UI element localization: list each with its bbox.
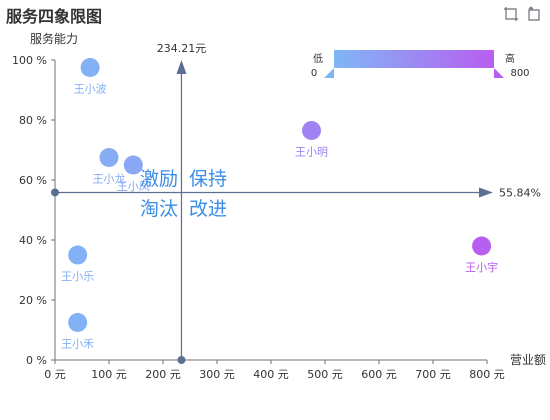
x-tick-label: 800 元	[469, 368, 505, 381]
point-marker[interactable]	[472, 236, 492, 256]
x-tick-label: 200 元	[145, 368, 181, 381]
point-label: 王小凤	[117, 180, 150, 193]
point-marker[interactable]	[68, 245, 88, 265]
x-tick-label: 400 元	[253, 368, 289, 381]
point-label: 王小波	[74, 83, 107, 96]
point-label: 王小禾	[61, 338, 94, 351]
point-label: 王小明	[295, 146, 328, 159]
y-tick-label: 100 %	[12, 54, 47, 67]
scatter-point[interactable]: 王小明	[295, 121, 328, 159]
x-tick-label: 100 元	[91, 368, 127, 381]
point-marker[interactable]	[99, 148, 119, 167]
quadrant-label-top-left: 激励	[140, 168, 178, 190]
quadrant-label-bottom-right: 改进	[189, 198, 227, 220]
point-marker[interactable]	[68, 313, 88, 332]
avg-x-label: 234.21元	[157, 42, 207, 55]
restore-icon[interactable]	[527, 6, 543, 22]
scatter-point[interactable]: 王小凤	[117, 155, 150, 194]
vm-low-label: 低	[313, 52, 323, 65]
avg-x-arrow-icon	[176, 60, 187, 74]
visual-map[interactable]: 低 0 高 800	[311, 50, 530, 79]
quadrant-label-bottom-left: 淘汰	[140, 198, 178, 220]
quadrant-labels: 激励 保持 淘汰 改进	[140, 168, 227, 220]
point-marker[interactable]	[302, 121, 321, 140]
vm-high-handle[interactable]	[494, 68, 504, 78]
y-tick-label: 20 %	[19, 294, 47, 307]
scatter-point[interactable]: 王小宇	[465, 236, 498, 275]
x-tick-label: 500 元	[307, 368, 343, 381]
point-label: 王小宇	[465, 261, 498, 274]
point-label: 王小乐	[61, 270, 94, 283]
avg-x-marker	[177, 356, 186, 364]
zoom-icon[interactable]	[503, 6, 519, 22]
vm-gradient-bar[interactable]	[334, 50, 494, 68]
chart-title: 服务四象限图	[6, 7, 103, 26]
scatter-point[interactable]: 王小波	[74, 58, 107, 96]
vm-min-label: 0	[311, 68, 317, 79]
x-tick-label: 700 元	[415, 368, 451, 381]
x-tick-label: 600 元	[361, 368, 397, 381]
avg-y-marker	[51, 188, 59, 197]
y-tick-label: 40 %	[19, 234, 47, 247]
point-marker[interactable]	[80, 58, 100, 77]
scatter-point[interactable]: 王小乐	[61, 245, 94, 284]
avg-y-arrow-icon	[479, 187, 493, 198]
y-tick-label: 0 %	[26, 354, 47, 367]
x-axis-name: 营业额	[510, 353, 546, 367]
quadrant-label-top-right: 保持	[189, 168, 227, 190]
vm-low-handle[interactable]	[324, 68, 334, 78]
vm-high-label: 高	[505, 52, 515, 65]
y-tick-label: 60 %	[19, 174, 47, 187]
vm-max-label: 800	[510, 68, 529, 79]
scatter-point[interactable]: 王小禾	[61, 313, 94, 351]
x-tick-label: 300 元	[199, 368, 235, 381]
point-label: 王小龙	[93, 173, 126, 186]
avg-y-label: 55.84%	[499, 186, 541, 199]
x-tick-label: 0 元	[44, 368, 66, 381]
y-axis-name: 服务能力	[30, 31, 78, 46]
y-tick-label: 80 %	[19, 114, 47, 127]
point-marker[interactable]	[123, 155, 143, 175]
scatter-point[interactable]: 王小龙	[93, 148, 126, 186]
